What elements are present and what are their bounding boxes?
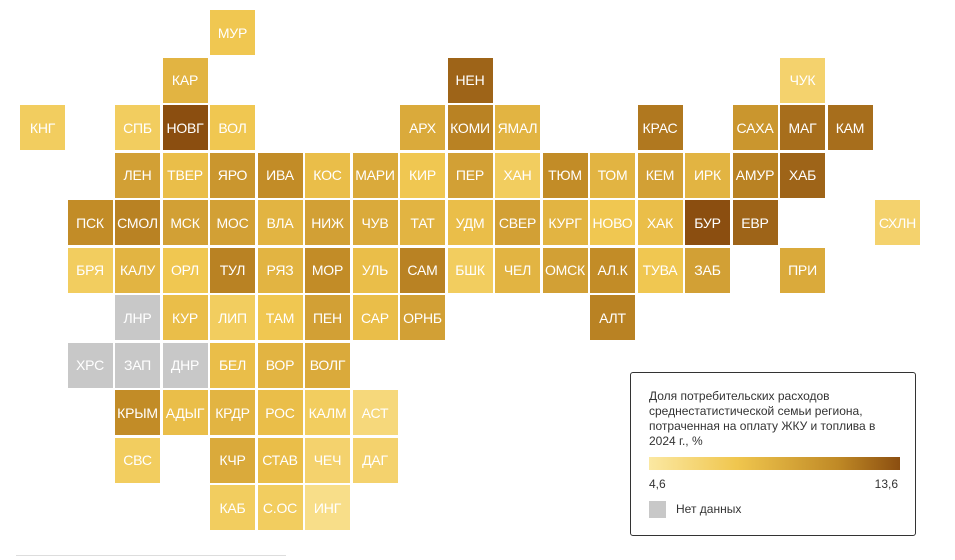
region-tile: ВЛА (257, 200, 303, 245)
region-tile: МАРИ (352, 152, 398, 198)
region-tile: НОВГ (162, 105, 208, 150)
region-tile: ПСК (67, 200, 113, 245)
legend-color-scale (649, 457, 900, 470)
region-tile: ПЕР (447, 152, 493, 198)
region-tile: КЕМ (637, 152, 683, 198)
region-tile: ИРК (685, 152, 730, 198)
region-tile: УДМ (447, 200, 493, 245)
region-tile: СТАВ (257, 437, 303, 483)
region-tile: ИВА (257, 152, 303, 198)
region-tile: ТОМ (590, 152, 635, 198)
region-tile: МСК (162, 200, 208, 245)
region-tile: ЛНР (115, 295, 160, 340)
region-tile: АДЫГ (162, 390, 208, 435)
region-tile: МАГ (780, 105, 825, 150)
region-tile: КАМ (827, 105, 873, 150)
region-tile: КУРГ (542, 200, 588, 245)
region-tile: ЛИП (210, 295, 255, 340)
region-tile: ЯРО (210, 152, 255, 198)
region-tile: ХРС (67, 342, 113, 388)
region-tile: ОРНБ (400, 295, 445, 340)
region-tile: НЕН (447, 57, 493, 103)
region-tile: ТАМ (257, 295, 303, 340)
region-tile: САМ (400, 247, 445, 293)
region-tile: ХАБ (780, 152, 825, 198)
legend: Доля потребительских расходов среднестат… (630, 372, 916, 536)
region-tile: УЛЬ (352, 247, 398, 293)
region-tile: СПБ (115, 105, 160, 150)
region-tile: ЛЕН (115, 152, 160, 198)
region-tile: ЧЕЛ (495, 247, 540, 293)
region-tile: БЕЛ (210, 342, 255, 388)
region-tile: РЯЗ (257, 247, 303, 293)
region-tile: МОР (305, 247, 350, 293)
region-tile: СВС (115, 437, 160, 483)
region-tile: ТВЕР (162, 152, 208, 198)
region-tile: КАБ (210, 485, 255, 530)
region-tile: ХАК (637, 200, 683, 245)
region-tile: ОМСК (542, 247, 588, 293)
region-tile: КАЛМ (305, 390, 350, 435)
region-tile: ВОР (257, 342, 303, 388)
region-tile: ПРИ (780, 247, 825, 293)
region-tile: АЛТ (590, 295, 635, 340)
region-tile: АСТ (352, 390, 398, 435)
region-tile: ВОЛГ (305, 342, 350, 388)
region-tile: ИНГ (305, 485, 350, 530)
region-tile: КАР (162, 57, 208, 103)
region-tile: АМУР (732, 152, 778, 198)
region-tile: КЧР (210, 437, 255, 483)
region-tile: СМОЛ (115, 200, 160, 245)
region-tile: ЗАП (115, 342, 160, 388)
region-tile: СХЛН (875, 200, 920, 245)
region-tile: КОС (305, 152, 350, 198)
region-tile: РОС (257, 390, 303, 435)
region-tile: ЧЕЧ (305, 437, 350, 483)
region-tile: КУР (162, 295, 208, 340)
region-tile: ДАГ (352, 437, 398, 483)
region-tile: С.ОС (257, 485, 303, 530)
region-tile: ВОЛ (210, 105, 255, 150)
region-tile: МОС (210, 200, 255, 245)
region-tile: КИР (400, 152, 445, 198)
no-data-swatch (649, 501, 666, 518)
region-tile: БУР (685, 200, 730, 245)
region-tile: СВЕР (495, 200, 540, 245)
region-tile: ЧУК (780, 57, 825, 103)
region-tile: ЕВР (732, 200, 778, 245)
region-tile: ТЮМ (542, 152, 588, 198)
no-data-label: Нет данных (676, 502, 742, 516)
region-tile: МУР (210, 10, 255, 55)
region-tile: КАЛУ (115, 247, 160, 293)
region-tile: КОМИ (447, 105, 493, 150)
region-tile: КНГ (20, 105, 65, 150)
region-tile: САХА (732, 105, 778, 150)
region-tile: НОВО (590, 200, 635, 245)
region-tile: БШК (447, 247, 493, 293)
legend-max-label: 13,6 (874, 477, 898, 491)
legend-min-label: 4,6 (649, 477, 666, 491)
legend-title: Доля потребительских расходов среднестат… (649, 389, 876, 448)
region-tile: ТУЛ (210, 247, 255, 293)
region-tile: АРХ (400, 105, 445, 150)
region-tile: КРАС (637, 105, 683, 150)
region-tile: САР (352, 295, 398, 340)
divider (16, 555, 286, 556)
region-tile: ЧУВ (352, 200, 398, 245)
region-tile: БРЯ (67, 247, 113, 293)
region-tile: НИЖ (305, 200, 350, 245)
region-tile: ТАТ (400, 200, 445, 245)
region-tile: ТУВА (637, 247, 683, 293)
region-tile: ЯМАЛ (495, 105, 540, 150)
region-tile: ПЕН (305, 295, 350, 340)
region-tile: КРДР (210, 390, 255, 435)
region-tile: ОРЛ (162, 247, 208, 293)
region-tile: ДНР (162, 342, 208, 388)
region-tile: ЗАБ (685, 247, 730, 293)
region-tile: КРЫМ (115, 390, 160, 435)
region-tile: ХАН (495, 152, 540, 198)
region-tile: АЛ.К (590, 247, 635, 293)
